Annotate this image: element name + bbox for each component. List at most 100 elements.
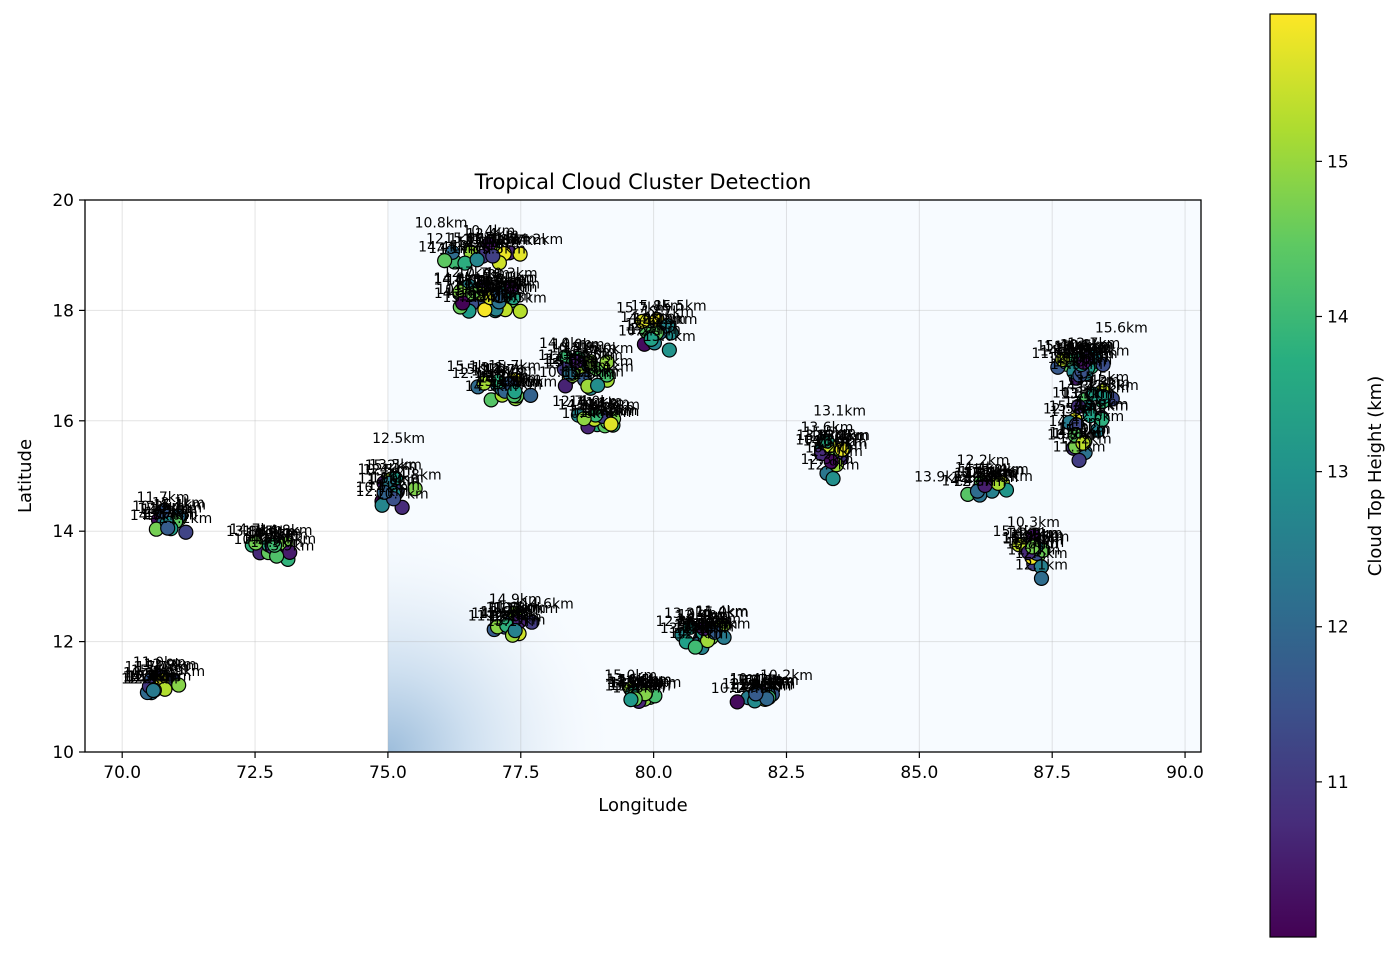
cluster-point	[178, 524, 194, 540]
cluster-point-label: 13.8km	[472, 360, 525, 376]
colorbar-tick-label: 14	[1327, 307, 1349, 327]
cluster-point-label: 14.6km	[1016, 529, 1069, 545]
cluster-point-label: 11.3km	[1086, 378, 1139, 394]
colorbar-ticks: 11 12 13 14 15	[1316, 152, 1349, 793]
cluster-point-label: 12.1km	[152, 495, 205, 511]
cluster-point-label: 11.8km	[954, 466, 1007, 482]
cluster-point-label: 15.0km	[480, 279, 533, 295]
cluster-point-label: 14.4km	[578, 405, 631, 421]
cluster-point-label: 10.6km	[539, 365, 592, 381]
cluster-point-label: 13.8km	[476, 369, 529, 385]
cluster-point-label: 10.2km	[132, 499, 185, 515]
highlight-point-label: 12.2km	[957, 453, 1010, 469]
x-tick-label: 77.5	[502, 763, 540, 783]
cluster-point-label: 12.7km	[1067, 336, 1120, 352]
highlight-point-label: 10.2km	[760, 668, 813, 684]
cluster-point-label: 15.5km	[803, 425, 856, 441]
cluster-point-label: 13.1km	[482, 270, 535, 286]
cluster-point-label: 15.7km	[585, 403, 638, 419]
cluster-point-label: 13.5km	[243, 524, 296, 540]
cluster-point-label: 10.2km	[805, 441, 858, 457]
cluster-point-label: 13.7km	[438, 242, 491, 258]
cluster-point-label: 10.1km	[711, 681, 764, 697]
cluster-point-label: 14.3km	[803, 434, 856, 450]
cluster-point-label: 12.3km	[1054, 341, 1107, 357]
cluster-point-label: 15.7km	[1049, 399, 1102, 415]
cluster-point-label: 11.5km	[1056, 350, 1109, 366]
colorbar-tick-label: 12	[1327, 618, 1349, 638]
cluster-point-label: 11.1km	[1007, 543, 1060, 559]
cluster-point-label: 12.9km	[141, 502, 194, 518]
cluster-point-label: 10.2km	[486, 609, 539, 625]
cluster-point	[437, 253, 453, 269]
y-tick-label: 18	[52, 301, 74, 321]
cluster-point-label: 12.6km	[1059, 353, 1112, 369]
cluster-point-label: 10.7km	[255, 528, 308, 544]
cluster-point-label: 10.9km	[123, 665, 176, 681]
cluster-point	[634, 313, 651, 330]
cluster-point-label: 13.1km	[954, 469, 1007, 485]
cluster-point-label: 15.3km	[494, 290, 547, 306]
cluster-point-label: 14.9km	[558, 398, 611, 414]
cluster-point-label: 12.8km	[564, 367, 617, 383]
cluster-point	[160, 520, 176, 536]
cluster-point-label: 13.7km	[571, 404, 624, 420]
cluster-point-label: 15.8km	[478, 233, 531, 249]
cluster-point-label: 11.7km	[484, 363, 537, 379]
cluster-point-label: 15.8km	[816, 428, 869, 444]
cluster-point-label: 11.4km	[695, 604, 748, 620]
cluster-point-label: 14.7km	[246, 526, 299, 542]
cluster-point-label: 12.7km	[443, 265, 496, 281]
cluster-point-label: 12.9km	[571, 364, 624, 380]
colorbar-tick-label: 11	[1327, 773, 1349, 793]
cluster-point	[464, 286, 480, 302]
cluster-point-label: 15.0km	[546, 354, 599, 370]
cluster-point-label: 15.5km	[493, 613, 546, 629]
cluster-point-label: 12.3km	[801, 452, 854, 468]
cluster-point-label: 15.1km	[561, 365, 614, 381]
cluster-point-label: 12.7km	[451, 239, 504, 255]
cluster-point-label: 10.7km	[1002, 531, 1055, 547]
x-tick-label: 70.0	[103, 763, 141, 783]
cluster-point-label: 14.1km	[248, 524, 301, 540]
cluster-point	[1070, 398, 1087, 415]
cluster-point-label: 11.1km	[1053, 439, 1106, 455]
cluster-point-label: 11.1km	[466, 235, 519, 251]
cluster-point-label: 10.5km	[550, 340, 603, 356]
cluster-point-label: 15.6km	[464, 277, 517, 293]
cluster-point-label: 15.1km	[554, 346, 607, 362]
cluster-point-label: 14.5km	[242, 532, 295, 548]
cluster-point-label: 12.7km	[552, 394, 605, 410]
cluster-point	[603, 416, 619, 432]
cluster-point-label: 12.7km	[675, 626, 728, 642]
cluster-point-label: 13.2km	[604, 679, 657, 695]
cluster-point-label: 14.0km	[433, 272, 486, 288]
cluster-point-label: 11.9km	[674, 621, 727, 637]
colorbar-tick-label: 13	[1327, 463, 1349, 483]
cluster-point	[171, 677, 187, 693]
cluster-point-label: 10.8km	[1060, 338, 1113, 354]
cluster-point-label: 12.6km	[489, 610, 542, 626]
cluster-point-label: 14.9km	[152, 664, 205, 680]
cluster-point-label: 15.0km	[604, 668, 657, 684]
cluster-point-label: 13.8km	[226, 524, 279, 540]
cluster-point-label: 12.9km	[1010, 526, 1063, 542]
cluster-point-label: 15.4km	[976, 462, 1029, 478]
cluster-point-label: 13.1km	[484, 271, 537, 287]
cluster-point-label: 12.9km	[728, 680, 781, 696]
cluster-point-label: 10.5km	[1050, 357, 1103, 373]
cluster-point-label: 14.4km	[620, 310, 673, 326]
cluster-point-label: 14.5km	[630, 312, 683, 328]
cluster-point	[1075, 354, 1092, 370]
highlight-point-label: 15.6km	[1095, 320, 1148, 336]
cluster-point-label: 13.7km	[741, 674, 794, 690]
cluster-point-label: 15.7km	[616, 300, 669, 316]
x-tick-label: 90.0	[1166, 763, 1204, 783]
x-axis-ticks: 70.0 72.5 75.0 77.5 80.0 82.5 85.0 87.5 90.0	[103, 752, 1204, 783]
cluster-point-label: 12.0km	[121, 672, 174, 688]
highlight-point-label: 13.9km	[914, 470, 967, 486]
cluster-point-label: 13.3km	[369, 457, 422, 473]
cluster-point	[485, 248, 501, 264]
cluster-point-label: 13.3km	[677, 612, 730, 628]
cluster-point-label: 15.7km	[136, 660, 189, 676]
